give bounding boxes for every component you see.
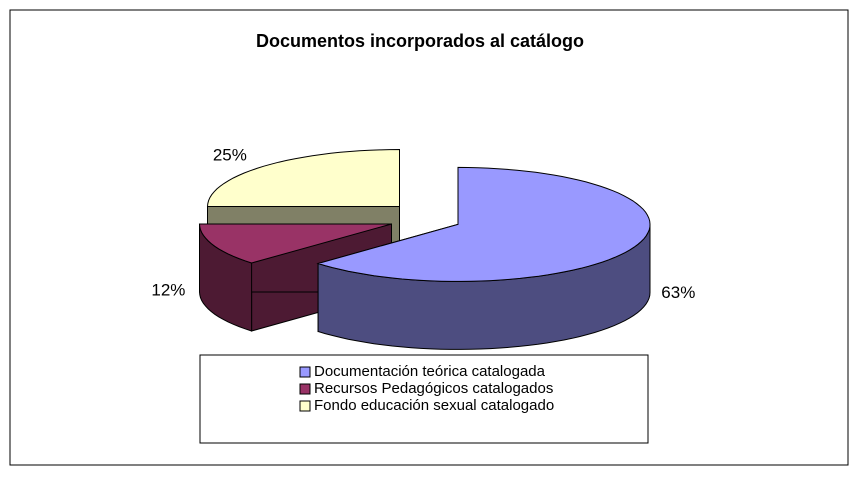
slice [316, 166, 651, 282]
slice [198, 223, 392, 264]
legend-label: Fondo educación sexual catalogado [314, 397, 554, 414]
slice [206, 148, 400, 207]
data-label: 63% [661, 283, 695, 302]
legend-swatch [299, 400, 311, 412]
legend-box [199, 354, 649, 444]
data-label: 25% [213, 146, 247, 165]
legend-swatch [299, 366, 311, 378]
legend-label: Recursos Pedagógicos catalogados [314, 380, 553, 397]
data-label: 12% [151, 280, 185, 299]
legend-swatch [299, 383, 311, 395]
chart-title: Documentos incorporados al catálogo [256, 31, 584, 51]
legend-label: Documentación teórica catalogada [314, 363, 546, 380]
